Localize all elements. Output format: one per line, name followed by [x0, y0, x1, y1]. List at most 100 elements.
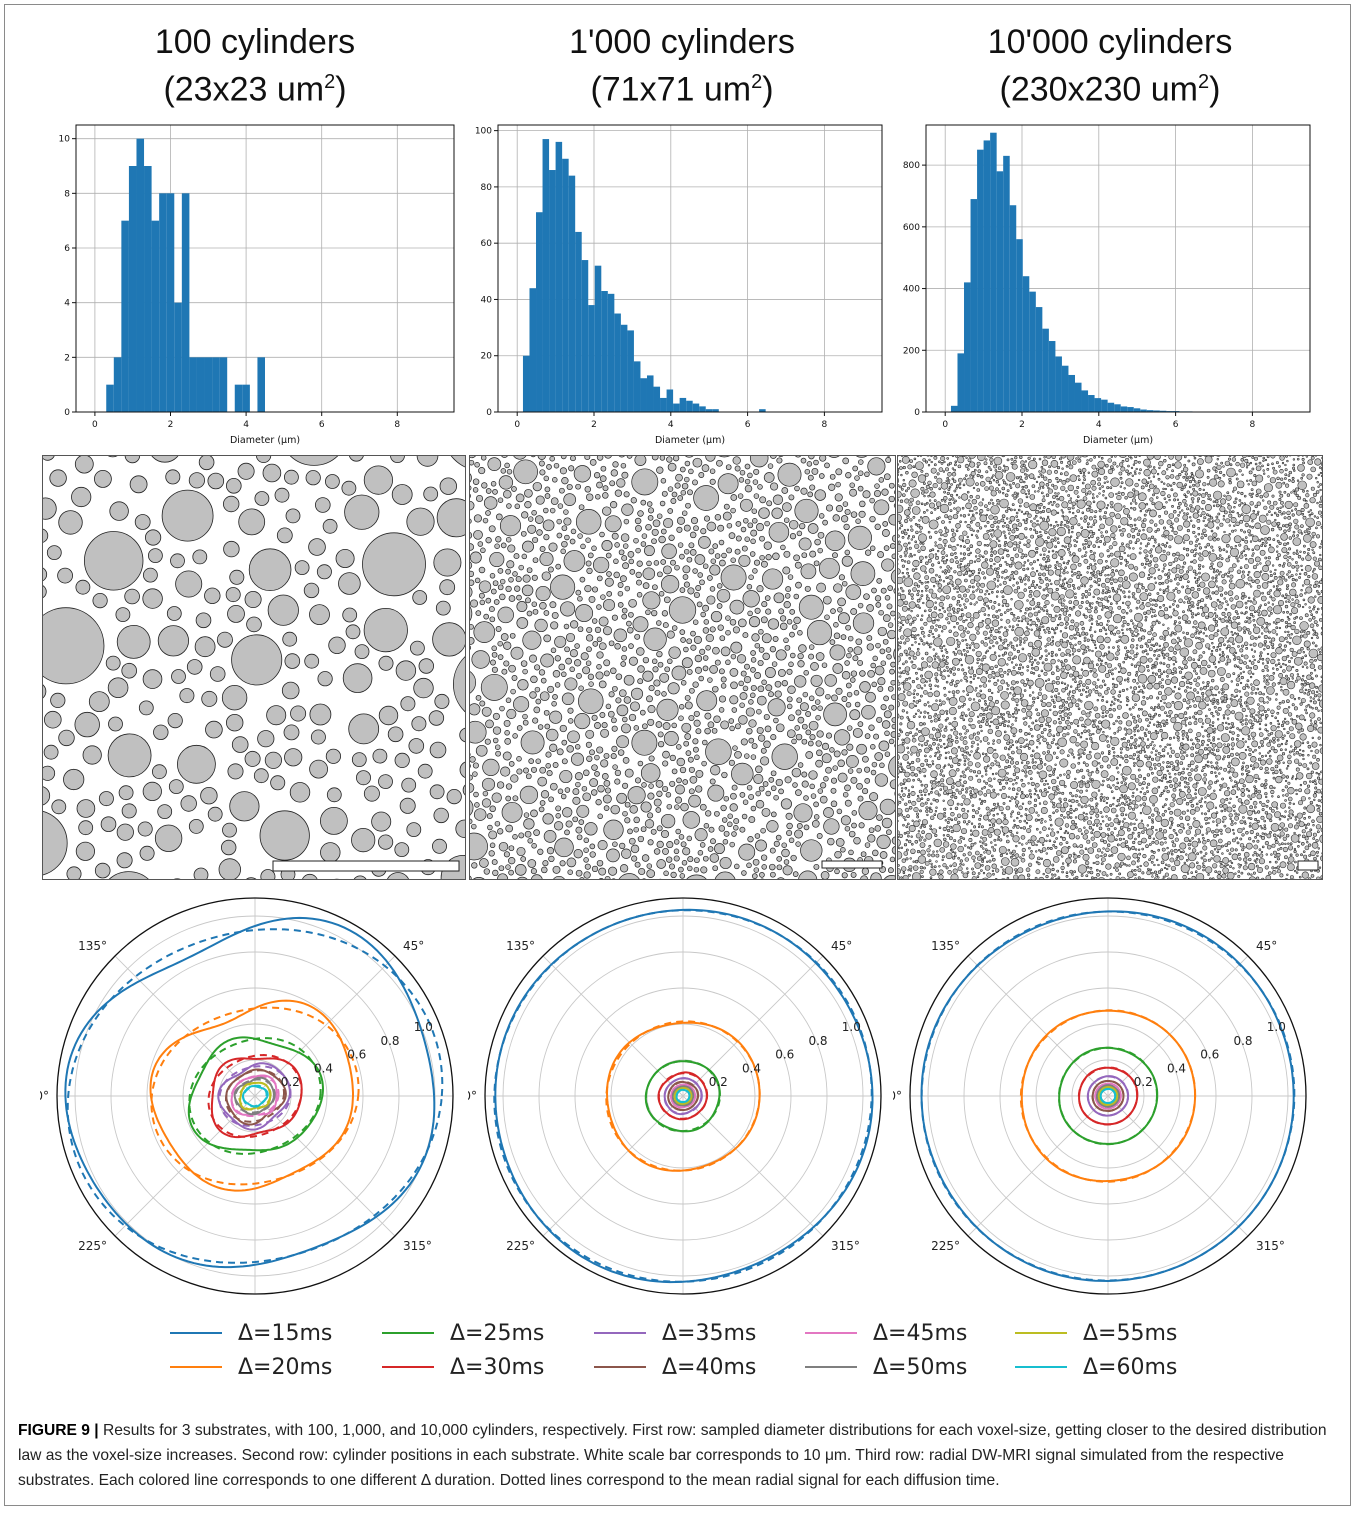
- cylinder: [1284, 855, 1288, 860]
- cylinder: [996, 679, 1000, 682]
- cylinder: [1137, 690, 1140, 694]
- cylinder: [1298, 833, 1301, 837]
- cylinder: [1060, 814, 1063, 817]
- cylinder: [485, 537, 492, 544]
- cylinder: [1267, 556, 1271, 560]
- cylinder: [739, 692, 748, 701]
- cylinder: [1154, 485, 1157, 488]
- cylinder: [821, 753, 832, 764]
- cylinder: [1073, 544, 1077, 548]
- cylinder: [1043, 476, 1048, 481]
- cylinder: [462, 784, 465, 796]
- cylinder: [1249, 829, 1254, 835]
- cylinder: [500, 633, 509, 641]
- cylinder: [995, 868, 1000, 873]
- cylinder: [1239, 837, 1243, 841]
- cylinder: [1069, 736, 1077, 744]
- cylinder: [977, 872, 981, 875]
- cylinder: [824, 530, 846, 552]
- cylinder: [854, 701, 861, 708]
- cylinder: [586, 755, 593, 762]
- cylinder: [1273, 786, 1276, 790]
- cylinder: [663, 596, 671, 604]
- cylinder: [957, 856, 960, 860]
- cylinder: [769, 847, 776, 854]
- cylinder: [1165, 798, 1168, 801]
- cylinder: [1143, 549, 1148, 554]
- cylinder: [1079, 768, 1084, 773]
- cylinder: [1163, 497, 1167, 500]
- cylinder: [918, 789, 923, 794]
- cylinder: [666, 856, 673, 863]
- cylinder: [1057, 492, 1060, 495]
- cylinder: [628, 611, 634, 618]
- cylinder: [979, 481, 986, 487]
- cylinder: [750, 684, 757, 692]
- cylinder: [911, 506, 921, 515]
- cylinder: [1078, 781, 1081, 784]
- cylinder: [1117, 648, 1121, 652]
- cylinder: [508, 857, 516, 865]
- cylinder: [1102, 515, 1107, 519]
- cylinder: [1250, 648, 1254, 651]
- cylinder: [1133, 612, 1143, 622]
- cylinder: [808, 644, 815, 650]
- cylinder: [1207, 785, 1212, 790]
- cylinder: [406, 507, 435, 536]
- cylinder: [1167, 627, 1170, 630]
- cylinder: [717, 624, 724, 631]
- cylinder: [929, 502, 935, 509]
- cylinder: [505, 824, 514, 833]
- cylinder: [951, 690, 956, 694]
- cylinder: [905, 711, 909, 714]
- cylinder: [758, 507, 770, 519]
- cylinder: [1207, 858, 1211, 862]
- cylinder: [739, 469, 746, 476]
- cylinder: [605, 552, 612, 559]
- cylinder: [1196, 864, 1202, 870]
- cylinder: [1001, 826, 1010, 834]
- cylinder: [1220, 627, 1230, 637]
- cylinder: [692, 568, 698, 574]
- cylinder: [1109, 878, 1113, 879]
- cylinder: [1308, 618, 1312, 622]
- cylinder: [714, 843, 725, 855]
- cylinder: [905, 848, 909, 852]
- cylinder: [1007, 720, 1011, 723]
- cylinder: [943, 669, 946, 672]
- cylinder: [555, 813, 561, 819]
- cylinder: [1233, 535, 1242, 544]
- cylinder: [644, 819, 655, 829]
- cylinder: [1106, 784, 1111, 788]
- cylinder: [148, 548, 163, 563]
- cylinder: [1157, 595, 1165, 603]
- histogram-bar: [1029, 291, 1036, 412]
- cylinder: [1309, 663, 1316, 669]
- cylinder: [1278, 673, 1283, 678]
- cylinder: [1007, 848, 1011, 852]
- cylinder: [1044, 682, 1054, 692]
- cylinder: [1206, 733, 1211, 738]
- cylinder: [754, 672, 762, 679]
- cylinder: [1034, 490, 1037, 493]
- cylinder: [1039, 510, 1042, 514]
- cylinder: [979, 844, 983, 848]
- cylinder: [1158, 714, 1161, 717]
- cylinder: [1165, 678, 1172, 685]
- cylinder: [1021, 783, 1026, 788]
- cylinder: [930, 467, 937, 474]
- cylinder: [1288, 726, 1294, 732]
- cylinder: [611, 717, 617, 724]
- cylinder: [1076, 845, 1079, 848]
- cylinder: [899, 555, 903, 558]
- cylinder: [502, 751, 512, 761]
- cylinder: [725, 629, 731, 636]
- cylinder: [908, 873, 911, 877]
- cylinder: [1169, 784, 1174, 788]
- cylinder: [732, 456, 741, 465]
- cylinder: [992, 802, 996, 806]
- cylinder: [1021, 843, 1024, 846]
- cylinder: [1105, 517, 1114, 526]
- cylinder: [968, 734, 974, 740]
- cylinder: [1199, 850, 1203, 854]
